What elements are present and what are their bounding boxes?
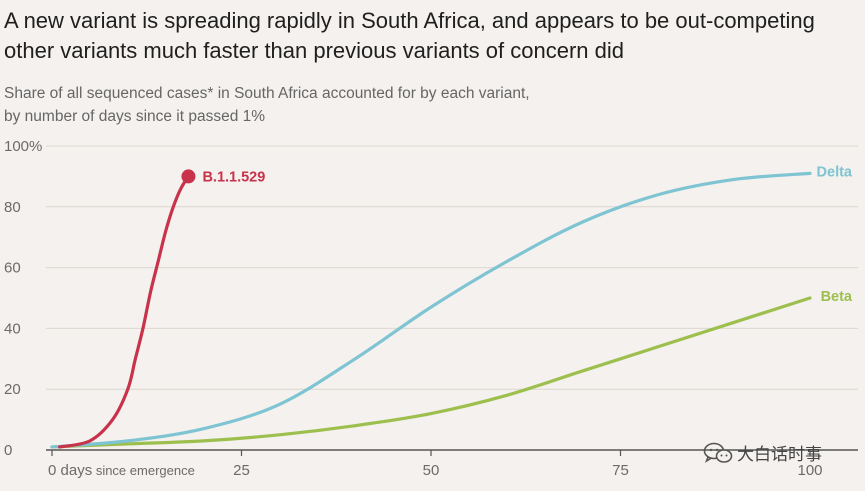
series-line-delta [50,171,812,449]
x-tick-label-value: 0 days [48,462,92,479]
subtitle-line-1: Share of all sequenced cases* in South A… [4,85,530,102]
y-tick-label: 20 [4,381,21,398]
wechat-icon [703,442,733,463]
x-tick-label: 75 [612,462,629,479]
y-tick-label: 0 [4,442,12,459]
x-tick-label: 0 days since emergence [48,462,195,479]
series-labels: Beta Delta B.1.1.529 [202,164,852,305]
series-line-b-1-1-529 [57,174,191,449]
x-tick-label-suffix: since emergence [92,463,195,478]
x-tick-label-value: 100 [797,462,822,479]
x-tick-label-value: 25 [233,462,250,479]
chart-subtitle: Share of all sequenced cases* in South A… [4,82,704,128]
x-tick-label: 25 [233,462,250,479]
chart-title: A new variant is spreading rapidly in So… [4,8,815,63]
series-label-b-1-1-529: B.1.1.529 [202,169,265,185]
y-tick-label: 40 [4,320,21,337]
wechat-watermark: 大白话时事 [703,440,822,465]
y-axis-ticks: 0 20 40 60 80 100% [4,138,42,459]
series-end-marker-b-1-1-529 [181,169,196,184]
series-lines [50,169,812,449]
y-tick-label: 80 [4,199,21,216]
series-label-beta: Beta [821,289,853,305]
y-tick-label: 100% [4,138,42,155]
x-tick-label: 50 [423,462,440,479]
grid-lines [46,145,858,451]
x-tick-label-value: 75 [612,462,629,479]
x-axis-ticks: 0 days since emergence 25 50 75 100 [48,450,823,479]
subtitle-line-2: by number of days since it passed 1% [4,108,266,125]
y-tick-label: 60 [4,260,21,277]
series-label-delta: Delta [817,164,853,180]
x-tick-label-value: 50 [423,462,440,479]
watermark-text: 大白话时事 [737,445,822,464]
series-line-beta [50,296,812,449]
x-tick-label: 100 [797,462,822,479]
